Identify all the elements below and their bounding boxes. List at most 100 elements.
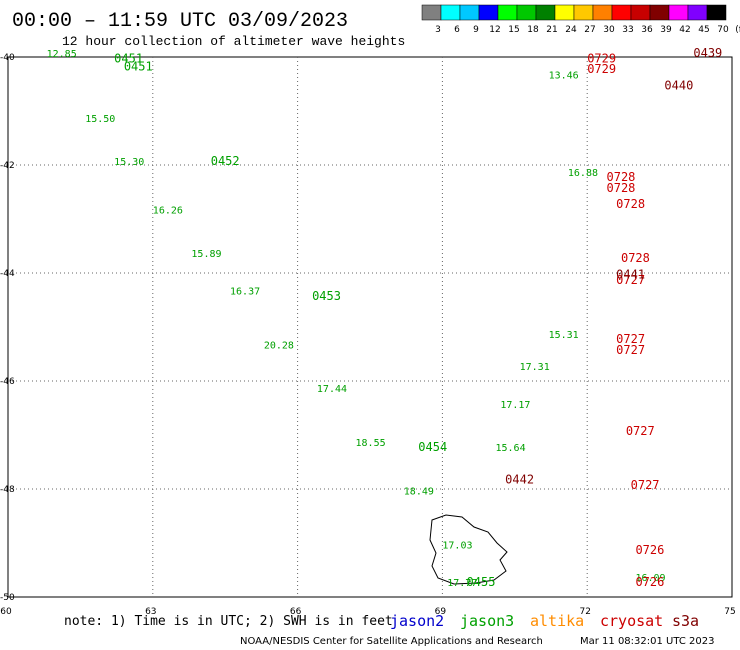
pass-time-label: 0728	[607, 181, 636, 195]
pass-time-label: 0728	[607, 170, 636, 184]
colorbar-swatch	[440, 4, 461, 21]
footer-right: Mar 11 08:32:01 UTC 2023	[580, 636, 715, 647]
colorbar-label: 15	[508, 25, 519, 35]
pass-time-label: 0440	[664, 78, 693, 92]
pass-time-label: 0454	[418, 440, 447, 454]
plot-border	[7, 56, 733, 598]
wave-height-label: 15.89	[191, 249, 221, 260]
pass-time-label: 0727	[616, 273, 645, 287]
colorbar-swatch	[611, 4, 632, 21]
note-text: note: 1) Time is in UTC; 2) SWH is in fe…	[64, 614, 393, 629]
wave-height-label: 16.09	[635, 573, 665, 584]
pass-time-label: 0451	[114, 51, 143, 65]
plot-frame	[7, 56, 733, 598]
colorbar-swatch	[459, 4, 480, 21]
colorbar-label: 3	[435, 25, 441, 35]
wave-height-label: 15.30	[114, 157, 144, 168]
wave-height-label: 15.50	[85, 114, 115, 125]
legend-entry: s3a	[672, 612, 699, 630]
wave-height-label: 12.85	[47, 49, 77, 60]
pass-time-label: 0726	[635, 575, 664, 589]
colorbar-swatch	[573, 4, 594, 21]
legend-entry: altika	[530, 612, 584, 630]
x-tick-label: 66	[290, 607, 302, 617]
wave-height-label: 16.37	[230, 287, 260, 298]
colorbar-swatch	[554, 4, 575, 21]
x-tick-label: 75	[724, 607, 735, 617]
colorbar-swatch	[592, 4, 613, 21]
chart-title: 00:00 – 11:59 UTC 03/09/2023	[12, 10, 348, 33]
colorbar-swatch	[421, 4, 442, 21]
colorbar-swatch	[630, 4, 651, 21]
wave-height-label: 17.44	[317, 384, 347, 395]
pass-time-label: 0451	[124, 60, 153, 74]
chart-subtitle: 12 hour collection of altimeter wave hei…	[62, 34, 405, 49]
wave-height-label: 17.03	[442, 540, 472, 551]
colorbar-label: 9	[473, 25, 479, 35]
pass-time-label: 0442	[505, 473, 534, 487]
pass-time-label: 0455	[467, 575, 496, 589]
legend-entry: jason2	[390, 612, 444, 630]
colorbar-swatch	[649, 4, 670, 21]
wave-height-label: 15.64	[495, 443, 525, 454]
colorbar-swatch	[535, 4, 556, 21]
pass-time-label: 0439	[693, 46, 722, 60]
wave-height-label: 16.26	[153, 206, 183, 217]
x-tick-label: 69	[435, 607, 447, 617]
legend: jason2 jason3 altika cryosat s3a	[390, 612, 699, 630]
x-tick-label: 60	[0, 607, 12, 617]
pass-time-label: 0727	[616, 332, 645, 346]
pass-time-label: 0727	[631, 478, 660, 492]
pass-time-label: 0728	[616, 197, 645, 211]
colorbar-label: 24	[565, 25, 577, 35]
coastline-island	[429, 514, 508, 585]
y-tick-label: -44	[0, 269, 15, 279]
x-tick-label: 72	[579, 607, 590, 617]
wave-height-label: 20.28	[264, 341, 294, 352]
wave-height-label: 17.77	[447, 578, 477, 589]
y-tick-label: -48	[0, 485, 15, 495]
wave-height-label: 17.17	[500, 400, 530, 411]
pass-time-label: 0452	[211, 154, 240, 168]
wave-height-label: 15.31	[549, 330, 579, 341]
colorbar-label: 33	[622, 25, 633, 35]
colorbar-label: 45	[698, 25, 709, 35]
y-tick-label: -50	[0, 593, 15, 603]
pass-time-label: 0453	[312, 289, 341, 303]
pass-time-label: 0729	[587, 62, 616, 76]
wave-height-label: 13.46	[549, 71, 579, 82]
pass-time-label: 0727	[616, 343, 645, 357]
y-tick-label: -40	[0, 53, 15, 63]
colorbar-swatch	[706, 4, 727, 21]
wave-height-label: 18.49	[404, 486, 434, 497]
axis-tick-labels: 60 63 66 69 72 75 -40 -42 -44 -46 -48 -50	[0, 53, 736, 617]
colorbar-swatch	[516, 4, 537, 21]
pass-time-label: 0726	[635, 543, 664, 557]
pass-time-label: 0441	[616, 267, 645, 281]
grid	[8, 57, 732, 597]
wave-height-label: 18.55	[356, 438, 386, 449]
colorbar-label: 42	[679, 25, 690, 35]
colorbar-label: 70	[717, 25, 729, 35]
legend-entry: jason3	[460, 612, 514, 630]
colorbar-label: 18	[527, 25, 539, 35]
y-tick-label: -46	[0, 377, 15, 387]
colorbar-label: 39	[660, 25, 672, 35]
wave-height-label: 16.88	[568, 168, 598, 179]
legend-entry: cryosat	[600, 612, 663, 630]
wave-height-label: 17.31	[520, 362, 550, 373]
pass-time-label: 0728	[621, 251, 650, 265]
colorbar-label: 27	[584, 25, 595, 35]
footer-left: NOAA/NESDIS Center for Satellite Applica…	[240, 636, 543, 647]
colorbar-label: 12	[489, 25, 500, 35]
colorbar-label: 30	[603, 25, 615, 35]
colorbar-swatch	[687, 4, 708, 21]
colorbar-label: 36	[641, 25, 653, 35]
y-tick-label: -42	[0, 161, 15, 171]
colorbar-label: (ft)	[735, 25, 740, 35]
colorbar-label: 6	[454, 25, 460, 35]
colorbar-swatch	[497, 4, 518, 21]
